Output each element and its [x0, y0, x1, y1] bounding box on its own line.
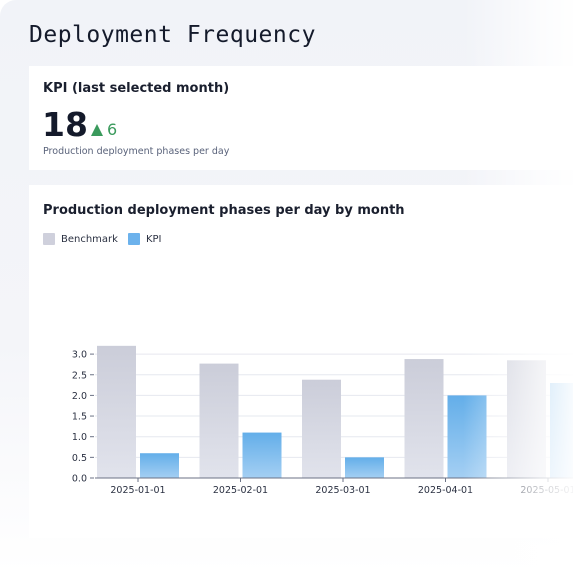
x-tick-label: 2025-05-01: [520, 485, 573, 496]
bar-benchmark-2025-05-01[interactable]: [507, 360, 546, 478]
bar-kpi-2025-04-01[interactable]: [447, 395, 487, 478]
bar-benchmark-2025-03-01[interactable]: [302, 379, 341, 478]
y-tick-label: 1.0: [72, 432, 87, 443]
x-tick-label: 2025-01-01: [110, 485, 165, 496]
page-title: Deployment Frequency: [29, 22, 316, 48]
chart-legend: Benchmark KPI: [43, 233, 162, 245]
kpi-card: KPI (last selected month) 18 6 Productio…: [29, 66, 573, 170]
y-tick-label: 1.5: [72, 412, 87, 423]
y-tick-label: 3.0: [72, 350, 87, 361]
kpi-delta-value: 6: [107, 120, 118, 139]
y-tick-label: 0.0: [72, 474, 87, 485]
bar-benchmark-2025-02-01[interactable]: [199, 363, 239, 478]
x-tick-label: 2025-04-01: [418, 485, 473, 496]
legend-item-kpi[interactable]: KPI: [127, 233, 162, 245]
chart-title: Production deployment phases per day by …: [43, 203, 405, 218]
chart-card: Production deployment phases per day by …: [29, 185, 573, 538]
bar-kpi-2025-02-01[interactable]: [242, 432, 282, 478]
bar-kpi-2025-03-01[interactable]: [345, 457, 384, 478]
x-tick-label: 2025-02-01: [213, 485, 268, 496]
bar-kpi-2025-01-01[interactable]: [140, 453, 179, 478]
y-tick-label: 0.5: [72, 453, 87, 464]
legend-swatch-kpi: [127, 233, 140, 245]
kpi-card-title: KPI (last selected month): [43, 81, 230, 96]
bar-benchmark-2025-01-01[interactable]: [97, 345, 136, 478]
bar-chart: 0.0 0.5 1.0 1.5 2.0 2.5 3.0 2025-01-01 2025-02-0…: [72, 345, 573, 496]
y-tick-label: 2.0: [72, 391, 87, 402]
kpi-delta: 6: [91, 122, 117, 138]
kpi-value: 18: [42, 105, 88, 144]
legend-swatch-benchmark: [43, 233, 55, 245]
up-arrow-icon: [91, 124, 103, 136]
kpi-subtitle: Production deployment phases per day: [43, 146, 230, 157]
bars-layer: [97, 345, 573, 478]
bar-benchmark-2025-04-01[interactable]: [404, 359, 444, 478]
bar-kpi-2025-05-01[interactable]: [550, 383, 573, 478]
legend-label-kpi: KPI: [145, 233, 162, 245]
legend-label-benchmark: Benchmark: [61, 233, 118, 245]
y-tick-label: 2.5: [72, 370, 87, 381]
x-tick-label: 2025-03-01: [315, 485, 370, 496]
legend-item-benchmark[interactable]: Benchmark: [43, 233, 118, 245]
